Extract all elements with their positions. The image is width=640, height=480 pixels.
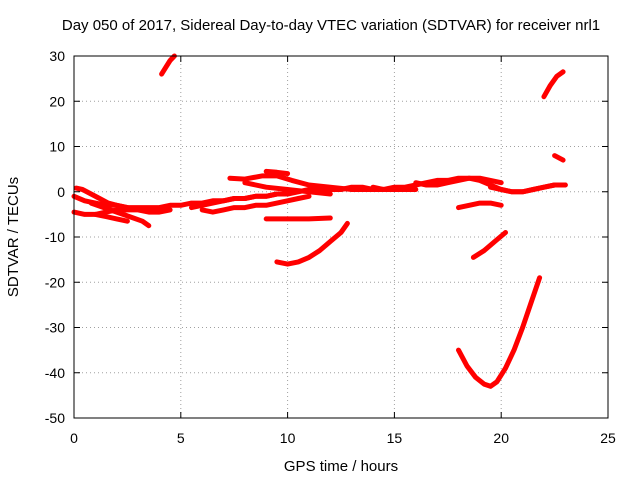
x-tick-label: 5 <box>177 430 185 446</box>
series-arc-15 <box>274 220 350 267</box>
chart-title: Day 050 of 2017, Sidereal Day-to-day VTE… <box>62 17 600 34</box>
series-arc-6 <box>71 207 173 217</box>
y-tick-label: 20 <box>49 93 65 109</box>
x-tick-label: 10 <box>280 430 296 446</box>
series-arc-14 <box>263 215 333 222</box>
y-tick-label: -10 <box>45 229 65 245</box>
series-arc-17 <box>413 175 504 188</box>
x-axis: 0 5 10 15 20 25 <box>70 56 616 446</box>
series-arc-13 <box>263 168 291 177</box>
series-arc-10 <box>199 193 312 215</box>
series-arc-8 <box>92 211 130 224</box>
grid-lines <box>74 56 608 418</box>
y-tick-label: -50 <box>45 410 65 426</box>
series-arc-2 <box>541 69 566 100</box>
y-tick-label: -40 <box>45 365 65 381</box>
series-arc-7 <box>88 200 152 229</box>
y-tick-label: 30 <box>49 48 65 64</box>
y-axis: -50 -40 -30 -20 -10 0 10 20 30 <box>45 48 608 426</box>
series-arc-11 <box>227 173 397 192</box>
series-arc-5 <box>73 185 130 211</box>
x-tick-label: 25 <box>600 430 616 446</box>
y-axis-label: SDTVAR / TECUs <box>5 177 22 297</box>
series-arc-1 <box>159 53 177 77</box>
series-arc-3 <box>552 153 566 163</box>
series-arc-20 <box>470 230 508 260</box>
y-tick-label: 0 <box>57 184 65 200</box>
series-arc-21 <box>456 275 543 389</box>
series-arc-19 <box>456 200 504 211</box>
plot-area <box>71 53 568 389</box>
x-tick-label: 20 <box>493 430 509 446</box>
y-tick-label: -20 <box>45 274 65 290</box>
series-arc-18 <box>488 182 568 195</box>
x-axis-label: GPS time / hours <box>284 458 398 475</box>
series-arc-12 <box>242 180 333 197</box>
series-arc-9 <box>189 191 280 211</box>
x-tick-label: 15 <box>387 430 403 446</box>
y-tick-label: 10 <box>49 139 65 155</box>
y-tick-label: -30 <box>45 320 65 336</box>
x-tick-label: 0 <box>70 430 78 446</box>
